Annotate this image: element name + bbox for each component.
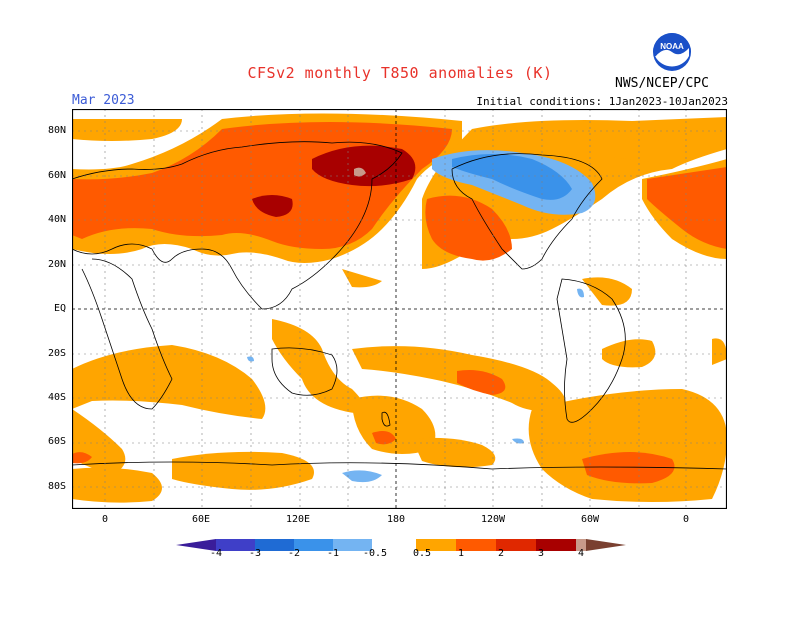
colorbar-segment-lt-m4 — [176, 539, 216, 551]
colorbar-segment-m2-m1 — [294, 539, 333, 551]
colorbar-segment-m3-m2 — [255, 539, 294, 551]
lon-label-180: 180 — [386, 514, 406, 525]
lon-label-120w: 120W — [480, 514, 506, 525]
lat-label-80s: 80S — [47, 481, 66, 492]
colorbar-segment-p1-p2 — [456, 539, 496, 551]
colorbar-label-p3: 3 — [537, 548, 545, 559]
initial-conditions-label: Initial conditions: 1Jan2023-10Jan2023 — [476, 95, 728, 108]
colorbar-label-m4: -4 — [209, 548, 223, 559]
coastlines — [71, 141, 728, 470]
anomaly-layer-warm-max — [354, 167, 366, 177]
colorbar-label-p2: 2 — [497, 548, 505, 559]
lat-label-40n: 40N — [47, 214, 66, 225]
colorbar-segment-neutral — [372, 539, 416, 551]
organization-label: NWS/NCEP/CPC — [615, 76, 709, 91]
anomaly-map — [71, 108, 728, 510]
colorbar-segment-gt-p5 — [586, 539, 626, 551]
lon-label-120e: 120E — [285, 514, 311, 525]
lon-label-60e: 60E — [191, 514, 211, 525]
colorbar-label-m3: -3 — [248, 548, 262, 559]
colorbar-segment-p05-p1 — [416, 539, 456, 551]
noaa-logo: NOAA — [652, 32, 692, 72]
equator-dateline — [72, 109, 727, 509]
lon-label-0-right: 0 — [682, 514, 690, 525]
map-frame — [71, 108, 728, 510]
lon-label-60w: 60W — [580, 514, 600, 525]
colorbar-segment-p3-p4 — [536, 539, 576, 551]
colorbar-label-p4: 4 — [577, 548, 585, 559]
lat-label-60s: 60S — [47, 436, 66, 447]
colorbar-segment-p4-p5 — [576, 539, 586, 551]
colorbar-label-m1: -1 — [326, 548, 340, 559]
colorbar-segment-m1-m05 — [333, 539, 372, 551]
lat-label-40s: 40S — [47, 392, 66, 403]
colorbar — [176, 536, 626, 556]
noaa-logo-text: NOAA — [660, 42, 684, 51]
colorbar-segment-m4-m3 — [216, 539, 255, 551]
page-title: CFSv2 monthly T850 anomalies (K) — [247, 64, 553, 82]
lat-label-20n: 20N — [47, 259, 66, 270]
lon-label-0-left: 0 — [101, 514, 109, 525]
colorbar-segment-p2-p3 — [496, 539, 536, 551]
forecast-month-label: Mar 2023 — [72, 93, 135, 108]
colorbar-label-m05: -0.5 — [362, 548, 388, 559]
lat-label-80n: 80N — [47, 125, 66, 136]
colorbar-label-p1: 1 — [457, 548, 465, 559]
lat-label-eq: EQ — [53, 303, 66, 314]
colorbar-label-p05: 0.5 — [412, 548, 432, 559]
lat-label-20s: 20S — [47, 348, 66, 359]
colorbar-label-m2: -2 — [287, 548, 301, 559]
lat-label-60n: 60N — [47, 170, 66, 181]
